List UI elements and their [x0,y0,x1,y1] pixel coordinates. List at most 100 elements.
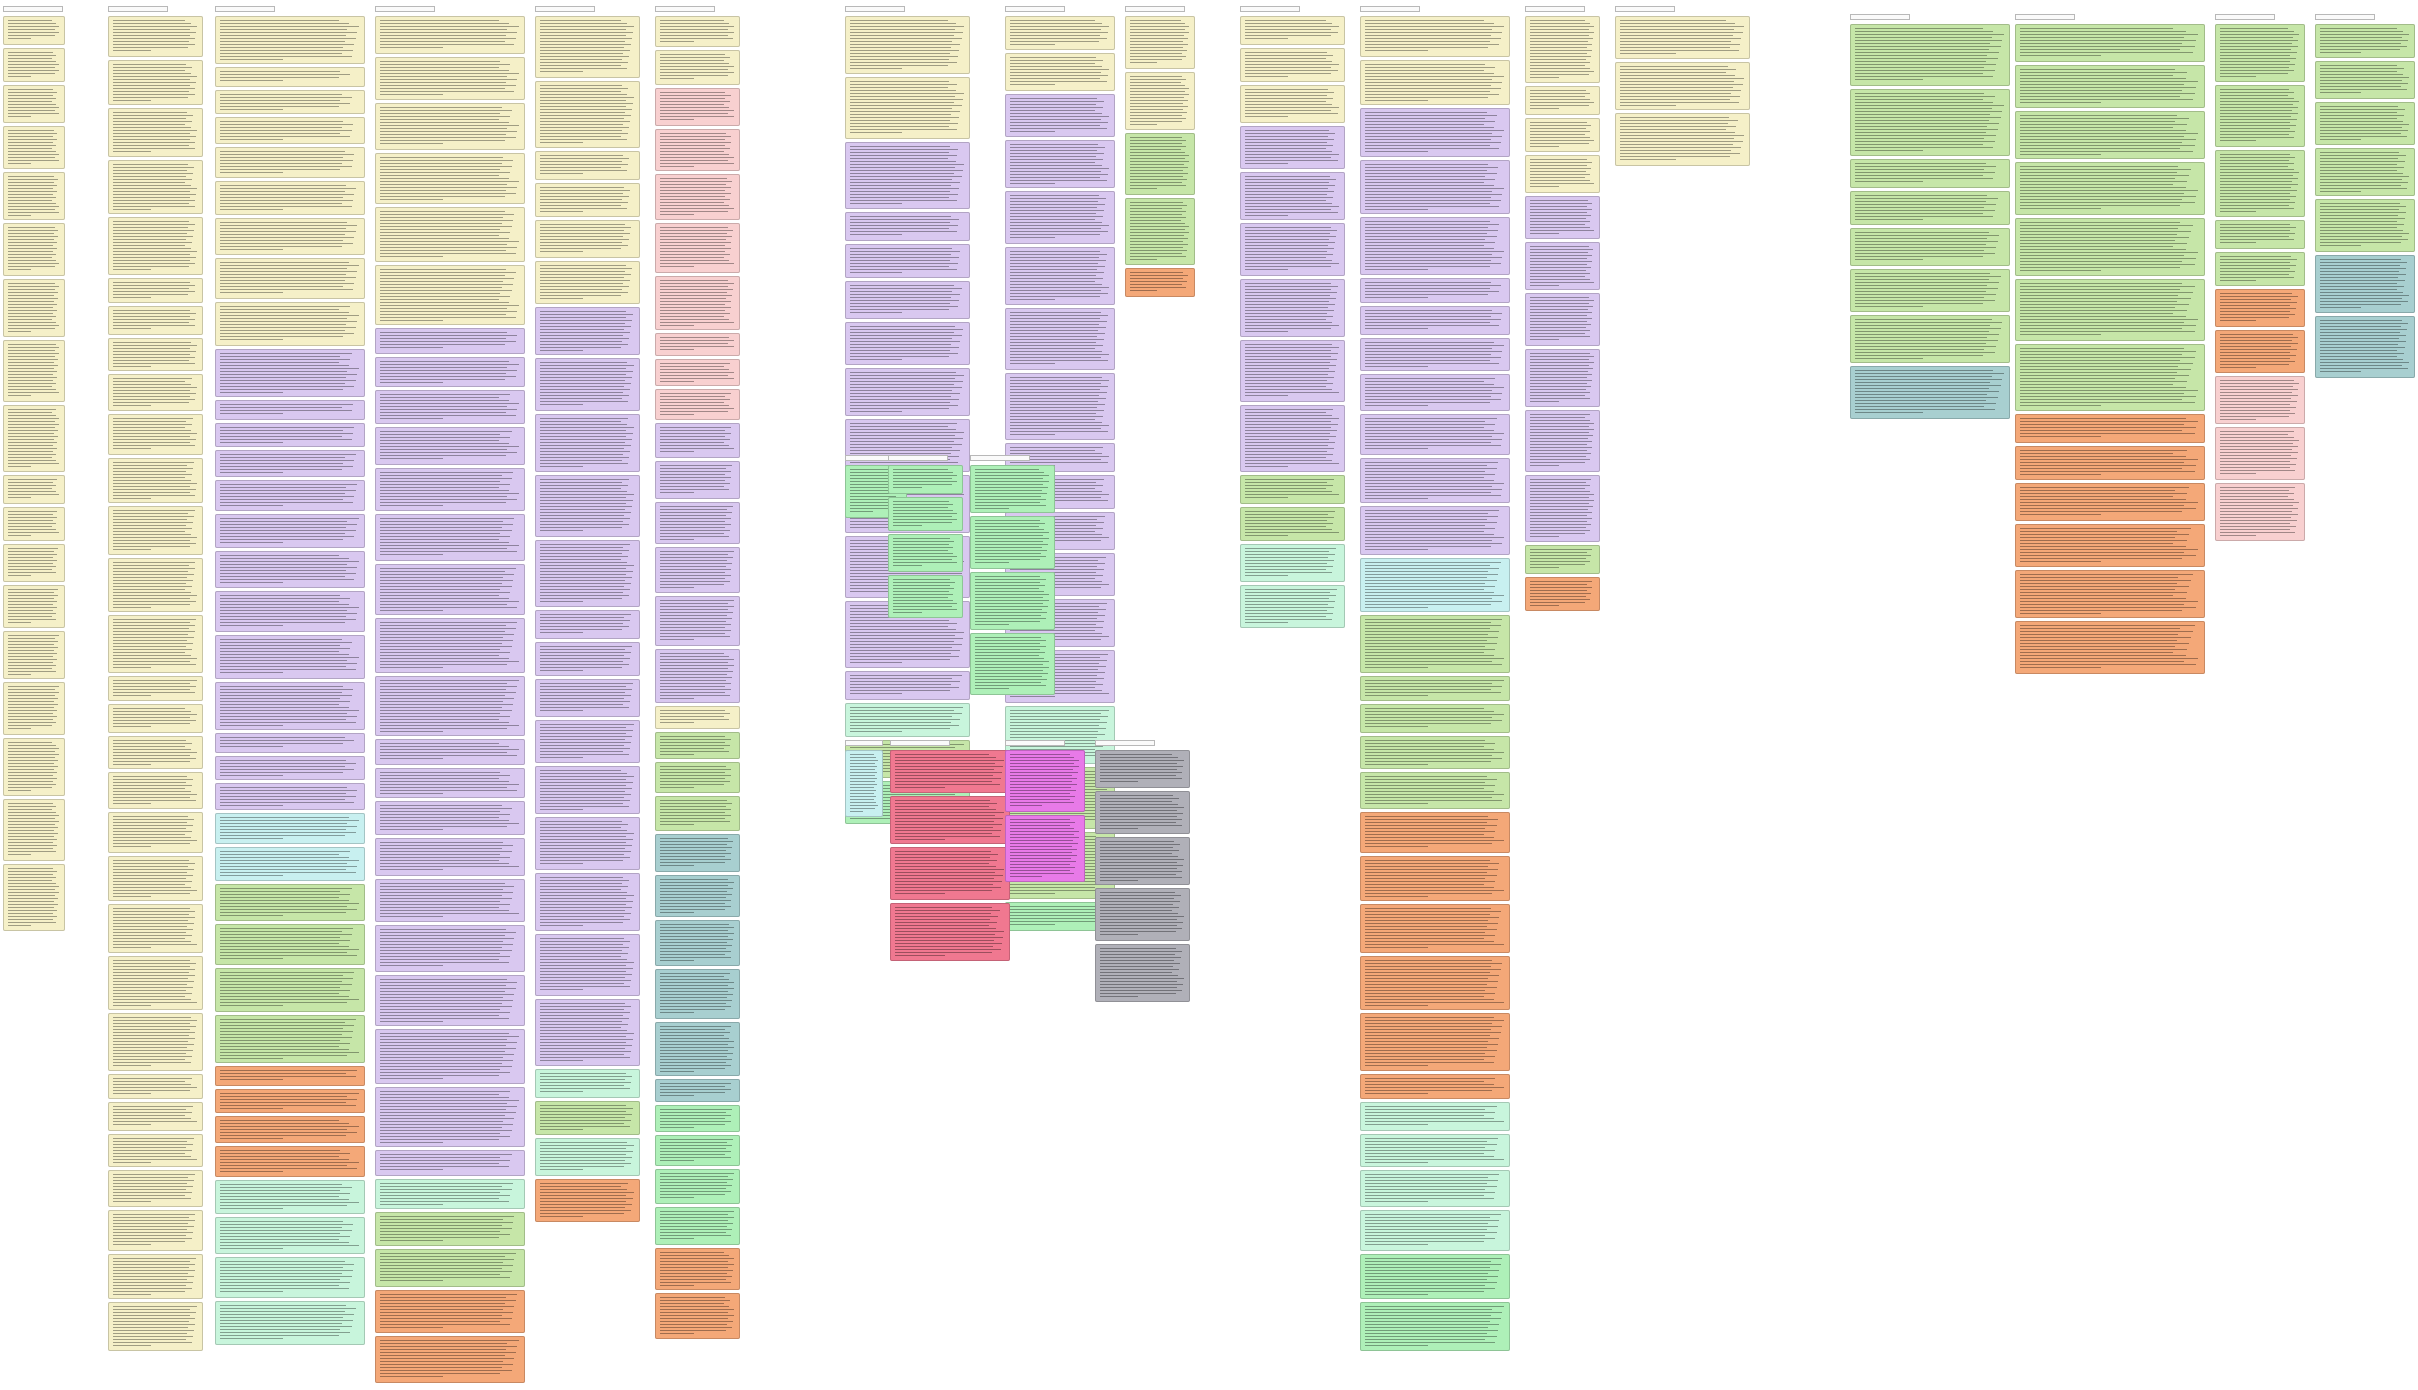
text-line [540,47,624,48]
text-line [8,916,57,917]
text-line [220,463,344,464]
text-line [1010,113,1102,114]
text-line [1365,825,1497,826]
text-line [113,565,189,566]
text-line [380,125,519,126]
text-line [113,421,187,422]
text-line [2320,28,2397,29]
text-line [380,935,505,936]
card [375,1290,525,1333]
text-line [220,1230,352,1231]
text-line [1365,816,1489,817]
text-line [220,518,359,519]
text-line [2220,296,2298,297]
card [888,465,963,494]
card [655,762,740,793]
text-line [220,713,348,714]
text-line [540,892,628,893]
text-line [850,775,875,776]
text-line [1010,834,1074,835]
text-line [1010,266,1105,267]
text-line [1530,533,1586,534]
text-line [220,1040,341,1041]
text-line [380,41,505,42]
card [1005,750,1085,812]
text-line [380,1018,509,1019]
text-line [1245,233,1330,234]
text-line [113,236,193,237]
text-line [220,318,348,319]
text-line [220,333,355,334]
text-line [2320,203,2401,204]
text-line [660,139,726,140]
text-line [220,542,283,543]
text-line [660,865,694,866]
text-line [1530,429,1594,430]
text-line [1365,1026,1503,1027]
text-line [1530,453,1592,454]
text-line [1620,132,1735,133]
text-line [8,848,53,849]
text-line [220,958,283,959]
text-line [2220,199,2290,200]
text-line [113,583,187,584]
text-line [380,661,519,662]
text-line [850,291,953,292]
text-line [380,187,518,188]
text-line [660,563,732,564]
text-line [1365,708,1484,709]
text-line [1245,598,1329,599]
text-line [1530,209,1592,210]
text-line [8,454,57,455]
text-line [8,598,54,599]
text-line [2320,133,2401,134]
text-line [1010,678,1104,679]
text-line [220,817,349,818]
text-line [660,769,732,770]
card [1525,16,1600,83]
text-line [220,100,341,101]
text-line [380,1225,502,1226]
text-line [220,1320,353,1321]
text-line [380,341,516,342]
text-line [1245,76,1288,77]
text-line [540,586,624,587]
text-line [1130,229,1185,230]
text-line [220,692,342,693]
card [2015,524,2205,567]
text-line [220,838,283,839]
text-line [1365,923,1498,924]
text-line [850,650,961,651]
text-line [113,471,187,472]
text-line [1365,914,1490,915]
text-line [1530,102,1595,103]
text-line [220,790,358,791]
text-line [1100,960,1174,961]
text-line [1130,100,1189,101]
text-line [113,822,187,823]
text-line [1530,494,1595,495]
text-line [220,1058,283,1059]
column-header [1005,740,1065,746]
text-line [2220,407,2296,408]
text-line [893,516,953,517]
text-line [1530,374,1593,375]
text-line [975,661,1050,662]
text-line [660,1032,730,1033]
text-line [660,800,727,801]
text-line [1130,20,1181,21]
text-line [8,815,60,816]
text-line [850,757,876,758]
text-line [850,763,876,764]
text-line [380,238,509,239]
text-line [380,361,509,362]
text-line [1100,859,1185,860]
text-line [220,1046,339,1047]
text-line [895,866,997,867]
text-line [975,484,1043,485]
text-line [540,614,632,615]
text-line [1855,328,2001,329]
text-line [660,560,727,561]
text-line [2020,604,2184,605]
card [845,322,970,365]
